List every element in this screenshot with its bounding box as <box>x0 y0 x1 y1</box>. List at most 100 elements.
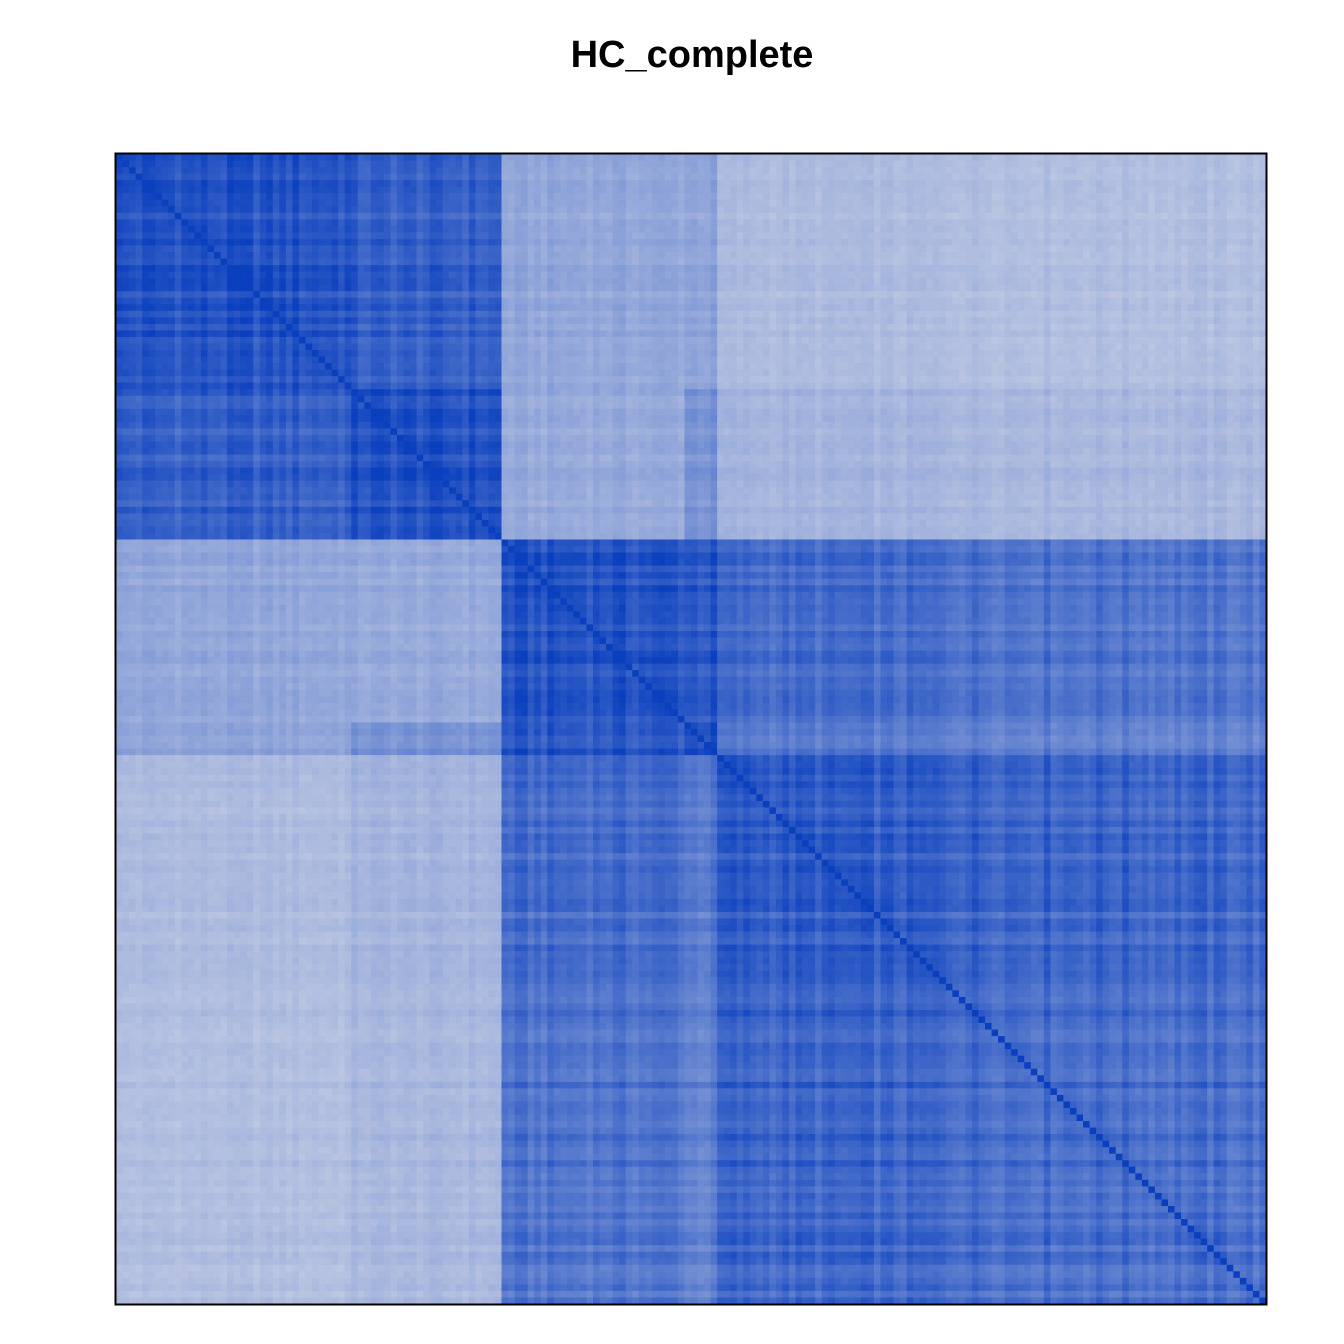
heatmap-cell <box>358 161 365 168</box>
heatmap-cell <box>554 232 561 239</box>
heatmap-cell <box>482 259 489 266</box>
heatmap-cell <box>253 161 260 168</box>
heatmap-cell <box>861 206 868 213</box>
heatmap-cell <box>593 232 600 239</box>
heatmap-cell <box>1057 226 1064 233</box>
heatmap-cell <box>436 154 443 161</box>
heatmap-cell <box>377 187 384 194</box>
heatmap-cell <box>1050 180 1057 187</box>
heatmap-cell <box>1096 180 1103 187</box>
heatmap-cell <box>1227 226 1234 233</box>
heatmap-cell <box>1044 213 1051 220</box>
heatmap-cell <box>874 206 881 213</box>
heatmap-cell <box>613 154 620 161</box>
heatmap-cell <box>933 187 940 194</box>
heatmap-cell <box>1070 161 1077 168</box>
heatmap-cell <box>619 272 626 279</box>
heatmap-cell <box>1018 232 1025 239</box>
heatmap-cell <box>443 272 450 279</box>
heatmap-cell <box>613 219 620 226</box>
heatmap-cell <box>390 265 397 272</box>
heatmap-cell <box>123 167 130 174</box>
heatmap-cell <box>528 252 535 259</box>
heatmap-cell <box>979 161 986 168</box>
heatmap-cell <box>1188 239 1195 246</box>
heatmap-cell <box>665 161 672 168</box>
heatmap-cell <box>992 265 999 272</box>
heatmap-cell <box>279 193 286 200</box>
heatmap-cell <box>1142 239 1149 246</box>
heatmap-cell <box>162 154 169 161</box>
heatmap-cell <box>756 226 763 233</box>
heatmap-cell <box>907 232 914 239</box>
heatmap-cell <box>1083 154 1090 161</box>
heatmap-cell <box>874 245 881 252</box>
heatmap-cell <box>730 200 737 207</box>
heatmap-cell <box>613 213 620 220</box>
heatmap-cell <box>1168 161 1175 168</box>
heatmap-cell <box>1233 219 1240 226</box>
heatmap-cell <box>926 232 933 239</box>
heatmap-cell <box>711 174 718 181</box>
heatmap-cell <box>181 272 188 279</box>
heatmap-cell <box>802 180 809 187</box>
heatmap-cell <box>946 239 953 246</box>
heatmap-cell <box>678 174 685 181</box>
heatmap-cell <box>1077 200 1084 207</box>
heatmap-cell <box>743 161 750 168</box>
heatmap-cell <box>711 161 718 168</box>
heatmap-cell <box>1077 206 1084 213</box>
heatmap-cell <box>417 167 424 174</box>
heatmap-cell <box>1148 167 1155 174</box>
heatmap-cell <box>390 252 397 259</box>
heatmap-cell <box>181 239 188 246</box>
heatmap-cell <box>305 265 312 272</box>
heatmap-cell <box>560 272 567 279</box>
heatmap-cell <box>1227 180 1234 187</box>
heatmap-cell <box>436 180 443 187</box>
heatmap-cell <box>404 245 411 252</box>
heatmap-cell <box>913 213 920 220</box>
heatmap-cell <box>684 252 691 259</box>
heatmap-cell <box>364 187 371 194</box>
heatmap-cell <box>482 219 489 226</box>
heatmap-cell <box>926 206 933 213</box>
heatmap-cell <box>1246 187 1253 194</box>
heatmap-cell <box>260 259 267 266</box>
heatmap-cell <box>920 252 927 259</box>
heatmap-cell <box>488 265 495 272</box>
heatmap-cell <box>155 252 162 259</box>
heatmap-cell <box>1050 200 1057 207</box>
heatmap-cell <box>325 259 332 266</box>
heatmap-cell <box>1201 239 1208 246</box>
heatmap-cell <box>175 180 182 187</box>
heatmap-cell <box>1018 252 1025 259</box>
heatmap-cell <box>580 174 587 181</box>
heatmap-cell <box>560 252 567 259</box>
heatmap-cell <box>600 239 607 246</box>
heatmap-cell <box>567 167 574 174</box>
heatmap-cell <box>593 193 600 200</box>
heatmap-cell <box>1109 226 1116 233</box>
heatmap-cell <box>789 226 796 233</box>
heatmap-cell <box>541 167 548 174</box>
heatmap-cell <box>312 193 319 200</box>
heatmap-cell <box>913 180 920 187</box>
heatmap-cell <box>1161 174 1168 181</box>
heatmap-cell <box>390 226 397 233</box>
heatmap-cell <box>495 259 502 266</box>
heatmap-cell <box>462 245 469 252</box>
heatmap-cell <box>769 239 776 246</box>
heatmap-cell <box>802 259 809 266</box>
heatmap-cell <box>920 180 927 187</box>
heatmap-cell <box>227 161 234 168</box>
heatmap-cell <box>1240 252 1247 259</box>
heatmap-cell <box>1201 206 1208 213</box>
heatmap-cell <box>789 187 796 194</box>
heatmap-cell <box>319 167 326 174</box>
heatmap-cell <box>1011 187 1018 194</box>
heatmap-cell <box>776 219 783 226</box>
heatmap-cell <box>763 239 770 246</box>
heatmap-cell <box>227 259 234 266</box>
heatmap-cell <box>887 265 894 272</box>
